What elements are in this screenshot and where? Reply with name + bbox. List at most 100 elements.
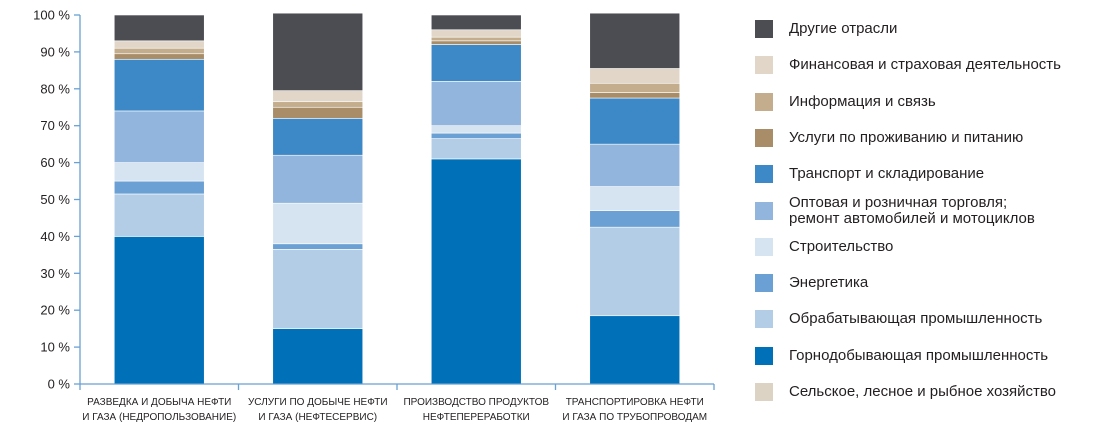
- legend-label: Услуги по проживанию и питанию: [789, 128, 1024, 146]
- y-tick-label: 10 %: [40, 340, 70, 355]
- legend-swatch: [755, 310, 773, 329]
- bar-segment: [272, 202, 364, 245]
- legend-item: Финансовая и страховая деятельность: [755, 50, 1061, 80]
- legend-label: Сельское, лесное и рыбное хозяйство: [789, 383, 1057, 400]
- bar-segment: [272, 243, 364, 250]
- y-tick-label: 80 %: [40, 81, 70, 96]
- y-tick-label: 40 %: [40, 229, 70, 244]
- y-tick-label: 100 %: [33, 8, 70, 23]
- stacked-bar-chart: 0 % 10 % 20 % 30 % 40 % 50 % 60 % 70 % 80 % 90 % 1…: [33, 8, 715, 423]
- legend-item: Горнодобывающая промышленность: [755, 341, 1048, 371]
- bar-segment: [589, 92, 681, 99]
- legend-item: Энергетика: [755, 268, 868, 298]
- bar-segment: [589, 97, 681, 145]
- bar-segment: [113, 40, 205, 49]
- x-category-label: НЕФТЕПЕРЕРАБОТКИ: [423, 412, 530, 423]
- bar-segment: [272, 90, 364, 103]
- bar-segment: [113, 110, 205, 163]
- bar-stack: [430, 14, 522, 385]
- bar-segment: [589, 143, 681, 187]
- bar-segment: [589, 68, 681, 84]
- legend-swatch: [755, 165, 773, 184]
- y-tick-label: 20 %: [40, 303, 70, 318]
- bar-segment: [430, 14, 522, 31]
- y-tick-label: 60 %: [40, 155, 70, 170]
- bar-segment: [589, 210, 681, 228]
- bar-segment: [272, 118, 364, 156]
- x-category-label: ПРОИЗВОДСТВО ПРОДУКТОВ: [403, 397, 549, 408]
- legend-swatch: [755, 237, 773, 256]
- bars: [113, 12, 681, 385]
- bar-segment: [589, 12, 681, 69]
- bar-stack: [113, 14, 205, 385]
- legend-item: Строительство: [755, 232, 893, 262]
- legend-swatch: [755, 201, 773, 220]
- legend-label: Горнодобывающая промышленность: [789, 346, 1049, 364]
- bar-segment: [430, 44, 522, 82]
- bar-segment: [589, 186, 681, 211]
- bar-segment: [272, 154, 364, 204]
- bar-segment: [589, 315, 681, 385]
- bar-segment: [113, 162, 205, 182]
- bar-segment: [430, 138, 522, 160]
- x-category-label: УСЛУГИ ПО ДОБЫЧЕ НЕФТИ: [248, 397, 388, 408]
- legend-swatch: [755, 274, 773, 293]
- legend-item: Транспорт и складирование: [755, 159, 984, 189]
- bar-segment: [430, 36, 522, 42]
- legend-label: Оптовая и розничная торговля; ремонт авт…: [789, 193, 1035, 227]
- x-category-label: ТРАНСПОРТИРОВКА НЕФТИ: [566, 397, 704, 408]
- bar-segment: [113, 14, 205, 42]
- bar-segment: [113, 193, 205, 237]
- legend-swatch: [755, 128, 773, 147]
- legend-swatch: [755, 92, 773, 111]
- bar-segment: [430, 81, 522, 126]
- bar-segment: [430, 125, 522, 134]
- bar-segment: [272, 12, 364, 91]
- bar-segment: [272, 101, 364, 108]
- legend-label: Финансовая и страховая деятельность: [789, 56, 1061, 74]
- legend-label: Строительство: [789, 237, 894, 255]
- bar-stack: [589, 12, 681, 385]
- y-tick-label: 30 %: [40, 266, 70, 281]
- legend-label: Транспорт и складирование: [789, 165, 985, 183]
- legend-label: Информация и связь: [789, 92, 936, 110]
- legend-swatch: [755, 20, 773, 38]
- bar-segment: [113, 180, 205, 195]
- bar-segment: [589, 82, 681, 93]
- legend-item: Другие отрасли: [755, 14, 897, 44]
- legend-item: Информация и связь: [755, 87, 936, 117]
- y-axis: 0 % 10 % 20 % 30 % 40 % 50 % 60 % 70 % 80 % 90 % 1…: [33, 8, 81, 392]
- bar-segment: [430, 158, 522, 385]
- x-axis: РАЗВЕДКА И ДОБЫЧА НЕФТИ И ГАЗА (НЕДРОПОЛЬ…: [79, 383, 715, 423]
- x-category-label: И ГАЗА (НЕДРОПОЛЬЗОВАНИЕ): [82, 412, 236, 423]
- legend-item: Услуги по проживанию и питанию: [755, 123, 1023, 153]
- bar-segment: [113, 236, 205, 385]
- x-category-label: РАЗВЕДКА И ДОБЫЧА НЕФТИ: [87, 397, 231, 408]
- bar-segment: [430, 29, 522, 38]
- bar-segment: [272, 106, 364, 119]
- legend-label: Обрабатывающая промышленность: [789, 310, 1043, 328]
- bar-segment: [272, 328, 364, 385]
- legend-item: Оптовая и розничная торговля; ремонт авт…: [755, 193, 1035, 227]
- legend-label: Энергетика: [789, 274, 869, 292]
- y-tick-label: 70 %: [40, 118, 70, 133]
- legend-item: Обрабатывающая промышленность: [755, 304, 1042, 334]
- y-tick-label: 90 %: [40, 44, 70, 59]
- bar-segment: [113, 47, 205, 55]
- y-tick-label: 0 %: [48, 377, 71, 392]
- legend-swatch: [755, 56, 773, 75]
- legend-item: Сельское, лесное и рыбное хозяйство: [755, 377, 1056, 407]
- x-category-label: И ГАЗА ПО ТРУБОПРОВОДАМ: [562, 412, 707, 423]
- y-tick-label: 50 %: [40, 192, 70, 207]
- legend-label: Другие отрасли: [789, 20, 898, 37]
- bar-stack: [272, 12, 364, 385]
- x-category-label: И ГАЗА (НЕФТЕСЕРВИС): [258, 412, 377, 423]
- bar-segment: [113, 53, 205, 60]
- bar-segment: [589, 226, 681, 317]
- legend-swatch: [755, 346, 773, 365]
- bar-segment: [272, 249, 364, 329]
- legend-swatch: [755, 383, 773, 401]
- bar-segment: [113, 58, 205, 112]
- bar-segment: [430, 40, 522, 45]
- bar-segment: [430, 132, 522, 139]
